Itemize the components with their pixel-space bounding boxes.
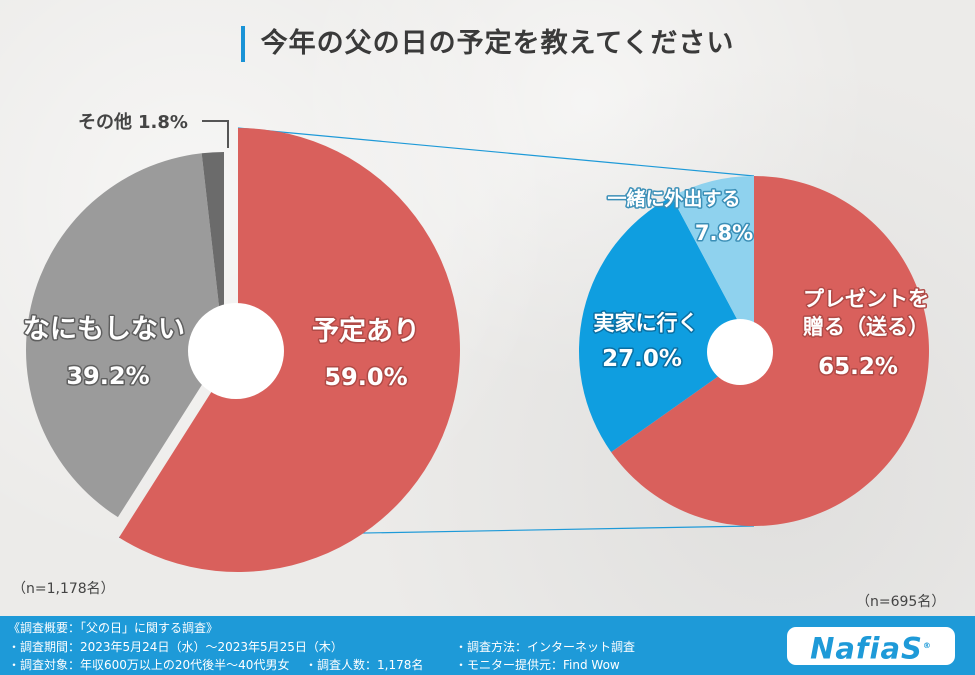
nafias-logo: NafiaS® [787, 627, 955, 666]
right-sample-size: （n=695名） [856, 594, 946, 610]
right-label-home: 実家に行く [594, 311, 699, 335]
survey-provider: ・モニター提供元：Find Wow [455, 658, 620, 672]
left-sample-size: （n=1,178名） [12, 581, 115, 597]
survey-count: ・調査人数：1,178名 [305, 658, 424, 672]
left-value-other: 1.8% [138, 112, 188, 133]
left-value-nothing: 39.2% [66, 362, 149, 390]
right-pie-slice-3 [671, 176, 754, 351]
logo-text: NafiaS [810, 631, 923, 666]
other-leader-line [202, 120, 229, 148]
right-value-gift: 65.2% [818, 354, 898, 380]
left-pie-hole [188, 303, 284, 399]
right-label-gift-line2: 贈る（送る） [803, 315, 929, 339]
right-value-home: 27.0% [602, 346, 682, 372]
left-label-nothing: なにもしない [23, 314, 185, 345]
survey-method: ・調査方法：インターネット調査 [455, 640, 636, 654]
survey-summary: 《調査概要：「父の日」に関する調査》 [8, 621, 219, 635]
right-label-gift-line1: プレゼントを [803, 287, 929, 311]
survey-footer: 《調査概要：「父の日」に関する調査》 ・調査期間：2023年5月24日（水）～2… [0, 616, 975, 675]
right-pie-hole [707, 319, 773, 385]
left-pie-slice-1 [119, 128, 460, 572]
right-value-outing: 7.8% [695, 221, 753, 245]
left-pie-slice-3 [201, 152, 224, 350]
left-pie-slice-2 [26, 153, 224, 518]
connector-line-top [237, 127, 755, 177]
survey-period: ・調査期間：2023年5月24日（水）～2023年5月25日（木） [8, 640, 343, 654]
registered-mark: ® [922, 641, 932, 650]
left-label-plans: 予定あり [312, 315, 420, 347]
right-pie-slice-2 [579, 196, 754, 453]
page-title: 今年の父の日の予定を教えてください [240, 26, 735, 62]
survey-target: ・調査対象：年収600万以上の20代後半～40代男女 [8, 658, 290, 672]
left-value-plans: 59.0% [324, 363, 407, 391]
left-label-other: その他 [78, 111, 132, 133]
right-label-outing: 一緒に外出する [607, 187, 740, 210]
